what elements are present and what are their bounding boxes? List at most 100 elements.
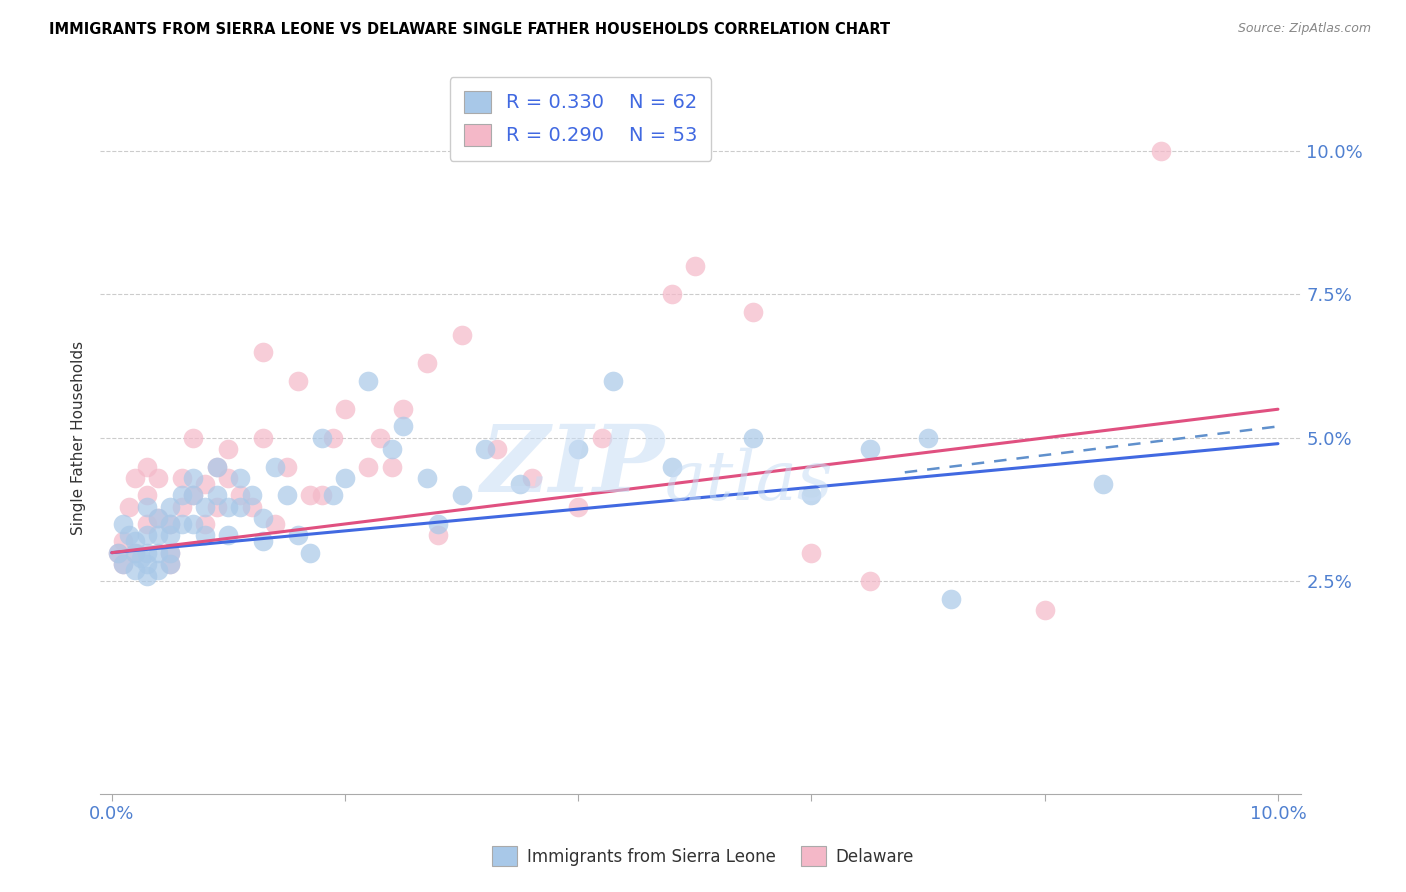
Point: [509, 476, 531, 491]
Point: [135, 488, 157, 502]
Text: IMMIGRANTS FROM SIERRA LEONE VS DELAWARE SINGLE FATHER HOUSEHOLDS CORRELATION CH: IMMIGRANTS FROM SIERRA LEONE VS DELAWARE…: [49, 22, 890, 37]
Point: [148, 528, 170, 542]
Point: [229, 488, 252, 502]
Point: [135, 528, 157, 542]
Point: [392, 419, 415, 434]
Point: [205, 488, 228, 502]
Point: [183, 488, 205, 502]
Point: [322, 431, 344, 445]
Point: [229, 500, 252, 514]
Point: [124, 534, 146, 549]
Point: [112, 557, 135, 571]
Point: [917, 431, 939, 445]
Point: [567, 500, 589, 514]
Point: [392, 402, 415, 417]
Point: [450, 327, 472, 342]
Point: [415, 356, 437, 370]
Point: [602, 374, 624, 388]
Point: [661, 287, 683, 301]
Point: [252, 534, 274, 549]
Point: [148, 511, 170, 525]
Point: [276, 459, 298, 474]
Point: [661, 459, 683, 474]
Point: [112, 557, 135, 571]
Point: [135, 459, 157, 474]
Point: [252, 344, 274, 359]
Point: [229, 471, 252, 485]
Point: [299, 546, 322, 560]
Point: [333, 402, 356, 417]
Point: [368, 431, 391, 445]
Point: [118, 500, 141, 514]
Point: [276, 488, 298, 502]
Point: [159, 546, 181, 560]
Point: [170, 500, 193, 514]
Point: [135, 557, 157, 571]
Point: [742, 304, 765, 318]
Point: [450, 488, 472, 502]
Point: [148, 511, 170, 525]
Point: [148, 471, 170, 485]
Point: [205, 500, 228, 514]
Point: [683, 259, 706, 273]
Text: Source: ZipAtlas.com: Source: ZipAtlas.com: [1237, 22, 1371, 36]
Point: [159, 557, 181, 571]
Point: [205, 459, 228, 474]
Y-axis label: Single Father Households: Single Father Households: [72, 341, 86, 535]
Point: [474, 442, 496, 457]
Point: [742, 431, 765, 445]
Point: [1092, 476, 1115, 491]
Point: [299, 488, 322, 502]
Point: [240, 488, 263, 502]
Point: [941, 591, 963, 606]
Point: [107, 546, 129, 560]
Legend: R = 0.330    N = 62, R = 0.290    N = 53: R = 0.330 N = 62, R = 0.290 N = 53: [450, 77, 711, 161]
Point: [415, 471, 437, 485]
Point: [311, 431, 333, 445]
Point: [194, 500, 217, 514]
Point: [381, 459, 404, 474]
Point: [333, 471, 356, 485]
Point: [159, 516, 181, 531]
Point: [217, 528, 239, 542]
Point: [287, 528, 309, 542]
Point: [322, 488, 344, 502]
Point: [485, 442, 508, 457]
Point: [800, 488, 823, 502]
Point: [135, 516, 157, 531]
Point: [357, 459, 380, 474]
Point: [124, 563, 146, 577]
Point: [217, 500, 239, 514]
Point: [567, 442, 589, 457]
Point: [427, 516, 450, 531]
Point: [183, 516, 205, 531]
Point: [129, 551, 152, 566]
Point: [124, 546, 146, 560]
Point: [194, 476, 217, 491]
Point: [183, 488, 205, 502]
Point: [148, 563, 170, 577]
Point: [381, 442, 404, 457]
Point: [240, 500, 263, 514]
Point: [159, 557, 181, 571]
Point: [217, 442, 239, 457]
Point: [124, 546, 146, 560]
Point: [170, 471, 193, 485]
Legend: Immigrants from Sierra Leone, Delaware: Immigrants from Sierra Leone, Delaware: [484, 838, 922, 875]
Point: [135, 546, 157, 560]
Point: [1150, 144, 1173, 158]
Point: [107, 546, 129, 560]
Point: [194, 516, 217, 531]
Point: [135, 500, 157, 514]
Point: [183, 431, 205, 445]
Point: [205, 459, 228, 474]
Point: [252, 431, 274, 445]
Point: [124, 471, 146, 485]
Point: [357, 374, 380, 388]
Point: [264, 459, 287, 474]
Point: [170, 516, 193, 531]
Point: [252, 511, 274, 525]
Point: [159, 546, 181, 560]
Point: [264, 516, 287, 531]
Point: [194, 528, 217, 542]
